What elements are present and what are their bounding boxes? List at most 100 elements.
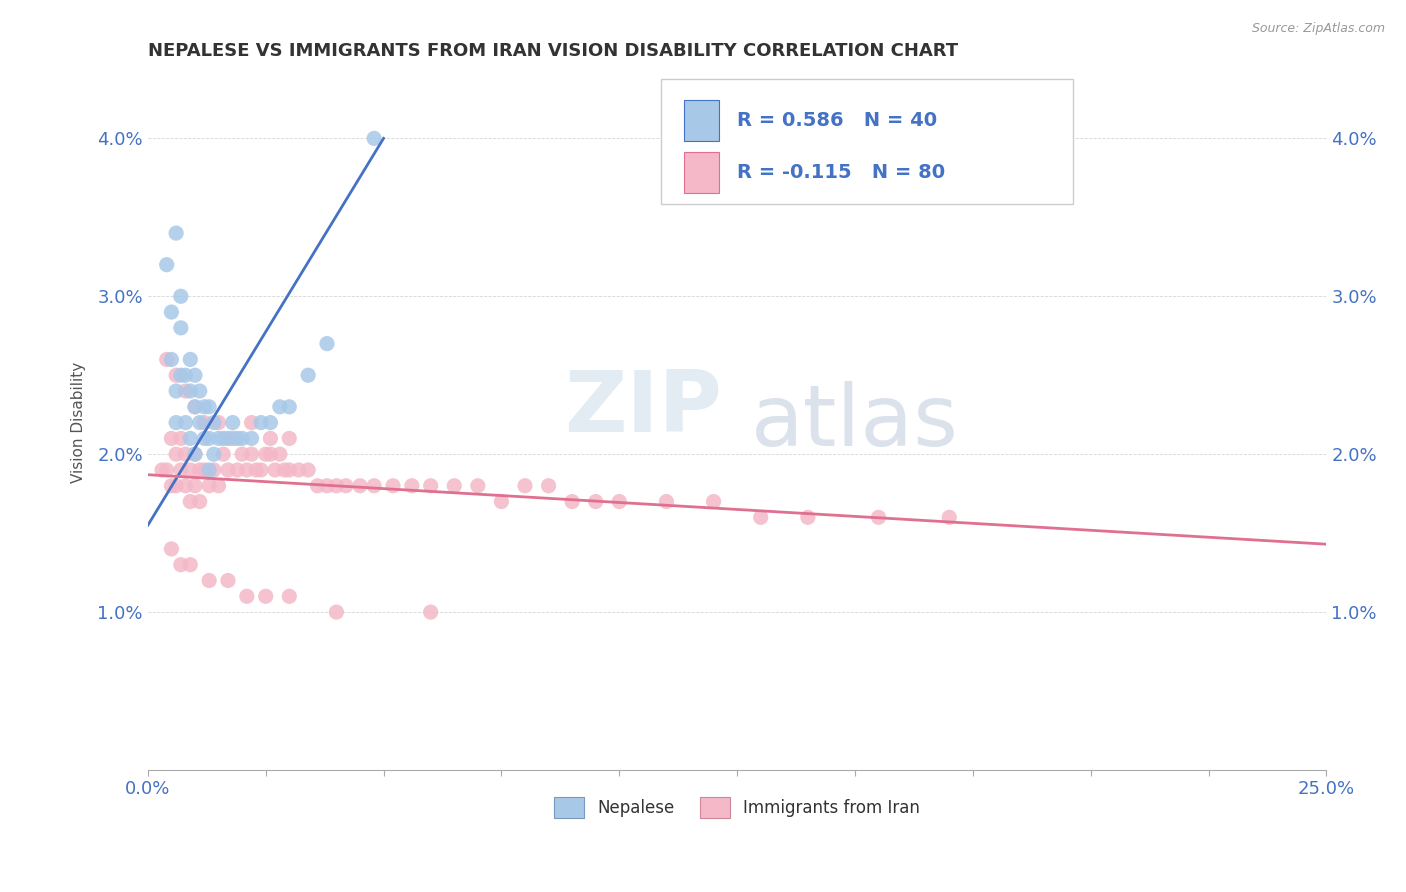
Point [198, 479, 221, 493]
Point [207, 479, 229, 493]
Point [188, 416, 211, 430]
Point [363, 479, 385, 493]
Point [278, 400, 301, 414]
Point [184, 400, 207, 414]
Point [259, 416, 281, 430]
Y-axis label: Vision Disability: Vision Disability [72, 362, 86, 483]
Point [231, 447, 253, 461]
Point [170, 368, 193, 383]
Point [179, 384, 201, 398]
Point [240, 431, 263, 445]
Point [184, 479, 207, 493]
Point [156, 352, 179, 367]
Point [363, 131, 385, 145]
Point [655, 494, 678, 508]
Point [202, 416, 225, 430]
Point [259, 447, 281, 461]
Point [278, 431, 301, 445]
Point [179, 352, 201, 367]
Point [165, 447, 187, 461]
Point [193, 431, 215, 445]
Point [349, 479, 371, 493]
FancyBboxPatch shape [661, 78, 1073, 203]
Point [188, 494, 211, 508]
Point [749, 510, 772, 524]
Point [150, 463, 173, 477]
Point [165, 416, 187, 430]
Point [325, 479, 347, 493]
Point [160, 352, 183, 367]
Point [184, 400, 207, 414]
Point [491, 494, 513, 508]
Point [179, 494, 201, 508]
Point [174, 368, 197, 383]
Text: Source: ZipAtlas.com: Source: ZipAtlas.com [1251, 22, 1385, 36]
Point [174, 447, 197, 461]
Point [188, 384, 211, 398]
Point [419, 605, 441, 619]
Point [868, 510, 890, 524]
Point [254, 589, 277, 603]
Point [245, 463, 267, 477]
Point [217, 463, 239, 477]
Legend: Nepalese, Immigrants from Iran: Nepalese, Immigrants from Iran [547, 790, 927, 824]
Point [297, 463, 319, 477]
Point [316, 336, 339, 351]
Bar [685, 152, 720, 194]
Point [226, 463, 249, 477]
Bar [685, 100, 720, 141]
Point [156, 258, 179, 272]
Point [585, 494, 607, 508]
Point [198, 431, 221, 445]
Point [170, 463, 193, 477]
Point [250, 416, 273, 430]
Point [212, 431, 235, 445]
Point [179, 431, 201, 445]
Point [198, 574, 221, 588]
Point [240, 447, 263, 461]
Point [184, 447, 207, 461]
Text: R = 0.586   N = 40: R = 0.586 N = 40 [737, 111, 938, 130]
Point [174, 479, 197, 493]
Point [240, 416, 263, 430]
Point [217, 574, 239, 588]
Point [202, 447, 225, 461]
Point [202, 463, 225, 477]
Point [198, 400, 221, 414]
Point [226, 431, 249, 445]
Point [382, 479, 405, 493]
Point [250, 463, 273, 477]
Point [419, 479, 441, 493]
Point [170, 558, 193, 572]
Point [193, 400, 215, 414]
Point [236, 463, 259, 477]
Point [278, 463, 301, 477]
Point [184, 368, 207, 383]
Point [222, 431, 245, 445]
Point [297, 368, 319, 383]
Point [156, 463, 179, 477]
Point [193, 416, 215, 430]
Point [287, 463, 309, 477]
Point [165, 368, 187, 383]
Point [170, 289, 193, 303]
Point [325, 605, 347, 619]
Point [443, 479, 465, 493]
Point [561, 494, 583, 508]
Point [184, 447, 207, 461]
Point [179, 558, 201, 572]
Point [160, 541, 183, 556]
Point [222, 416, 245, 430]
Point [165, 226, 187, 240]
Point [273, 463, 295, 477]
Point [170, 321, 193, 335]
Point [193, 463, 215, 477]
Point [174, 384, 197, 398]
Point [179, 463, 201, 477]
Point [401, 479, 423, 493]
Point [165, 384, 187, 398]
Point [231, 431, 253, 445]
Point [938, 510, 960, 524]
Point [160, 479, 183, 493]
Point [703, 494, 725, 508]
